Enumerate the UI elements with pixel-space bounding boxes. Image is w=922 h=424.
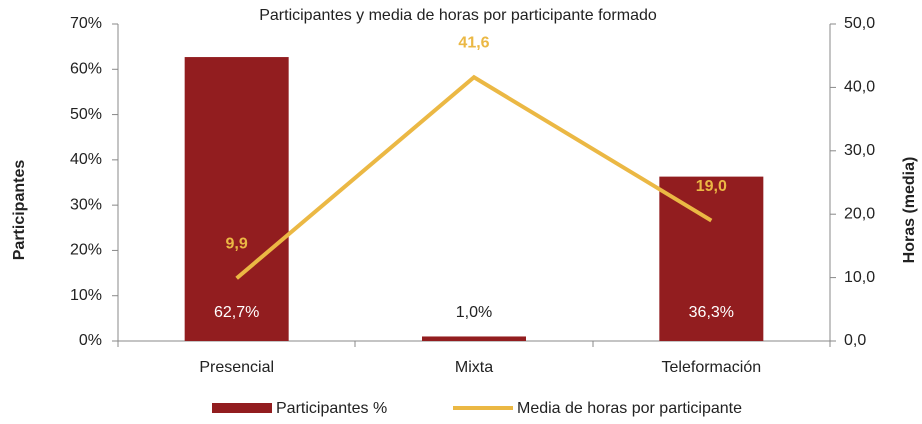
line-value-label: 41,6	[458, 34, 489, 51]
line-value-label: 19,0	[696, 178, 727, 195]
x-tick-label: Mixta	[455, 359, 493, 376]
y-tick-label: 70%	[70, 15, 102, 32]
legend-label: Participantes %	[276, 400, 387, 417]
bar	[659, 176, 764, 341]
y2-tick-label: 30,0	[844, 142, 875, 159]
y-tick-label: 10%	[70, 287, 102, 304]
y2-tick-label: 0,0	[844, 332, 866, 349]
y-axis-title: Participantes	[11, 160, 28, 261]
y2-tick-label: 40,0	[844, 79, 875, 96]
line-value-label: 9,9	[226, 235, 248, 252]
x-tick-label: Presencial	[199, 359, 274, 376]
bar-value-label: 36,3%	[689, 304, 734, 321]
bar-value-label: 62,7%	[214, 304, 259, 321]
x-tick-label: Teleformación	[662, 359, 762, 376]
y2-axis-title: Horas (media)	[901, 157, 918, 264]
legend-label: Media de horas por participante	[517, 400, 742, 417]
y-tick-label: 50%	[70, 106, 102, 123]
y-tick-label: 20%	[70, 242, 102, 259]
bar	[422, 336, 526, 341]
y2-tick-label: 50,0	[844, 15, 875, 32]
bar	[184, 57, 289, 342]
bar-value-label: 1,0%	[456, 304, 492, 321]
y-tick-label: 40%	[70, 151, 102, 168]
legend-swatch	[212, 403, 272, 413]
y-tick-label: 30%	[70, 196, 102, 213]
line	[235, 74, 713, 280]
chart-title: Participantes y media de horas por parti…	[259, 7, 657, 24]
y-tick-label: 60%	[70, 61, 102, 78]
y2-tick-label: 10,0	[844, 269, 875, 286]
y2-tick-label: 20,0	[844, 205, 875, 222]
y-tick-label: 0%	[79, 332, 102, 349]
